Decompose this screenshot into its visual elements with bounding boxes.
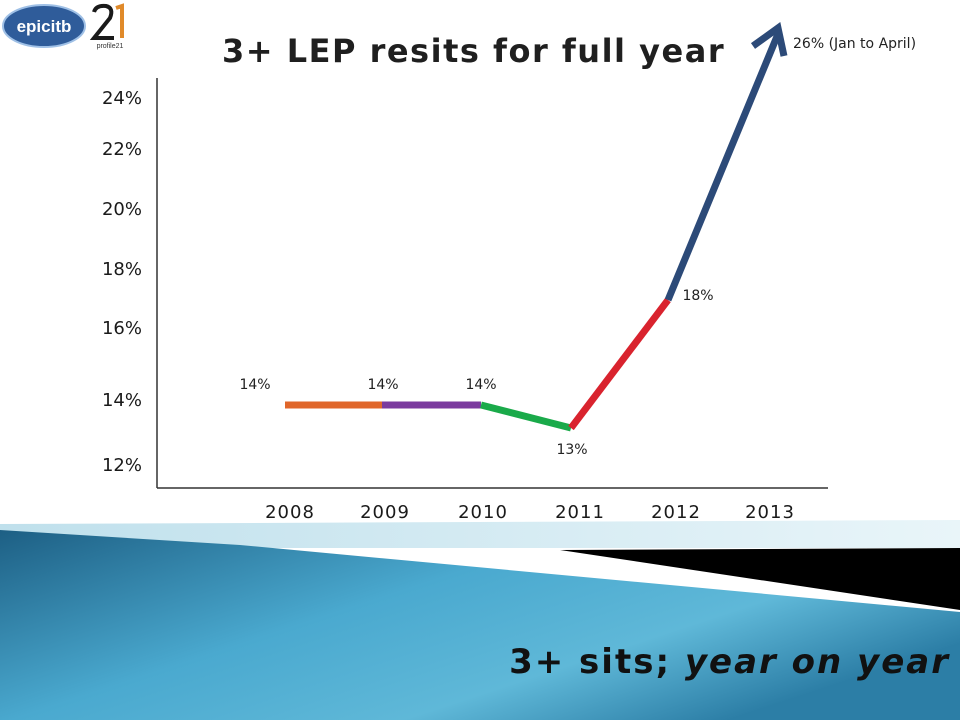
data-label: 18% (682, 288, 714, 304)
footer-caption: 3+ sits; year on year (509, 642, 950, 682)
y-tick-label: 12% (101, 455, 142, 476)
y-tick-label: 14% (101, 390, 142, 411)
epicitb-logo: epicitb (2, 4, 86, 48)
x-tick-label: 2011 (555, 502, 605, 523)
y-tick-label: 20% (101, 199, 142, 220)
annotation-2013: 26% (Jan to April) (793, 36, 917, 52)
x-tick-label: 2010 (458, 502, 508, 523)
x-tick-label: 2012 (651, 502, 701, 523)
y-tick-label: 16% (101, 318, 142, 339)
data-label: 14% (367, 377, 399, 393)
data-label: 14% (239, 377, 271, 393)
x-tick-label: 2009 (360, 502, 410, 523)
logo-right-text: profile21 (97, 43, 124, 50)
logo-left-text: epicitb (17, 17, 72, 36)
arrow-head (750, 22, 788, 57)
y-tick-label: 22% (101, 139, 142, 160)
blue-band (0, 530, 960, 720)
y-tick-label: 18% (101, 259, 142, 280)
chart-title: 3+ LEP resits for full year (222, 32, 726, 70)
black-band (560, 548, 960, 610)
footer-text-italic: year on year (684, 642, 950, 682)
pale-band (0, 520, 960, 548)
profile21-logo: profile21 (89, 3, 124, 50)
series-segment-arrow (664, 32, 782, 302)
series-segment-2011-2012 (568, 297, 671, 431)
x-tick-label: 2008 (265, 502, 315, 523)
x-tick-label: 2013 (745, 502, 795, 523)
data-label: 14% (465, 377, 497, 393)
footer-text: 3+ sits; (509, 642, 685, 682)
series-segment-2010-2011 (480, 401, 572, 432)
y-tick-label: 24% (101, 88, 142, 109)
data-label: 13% (556, 442, 588, 458)
